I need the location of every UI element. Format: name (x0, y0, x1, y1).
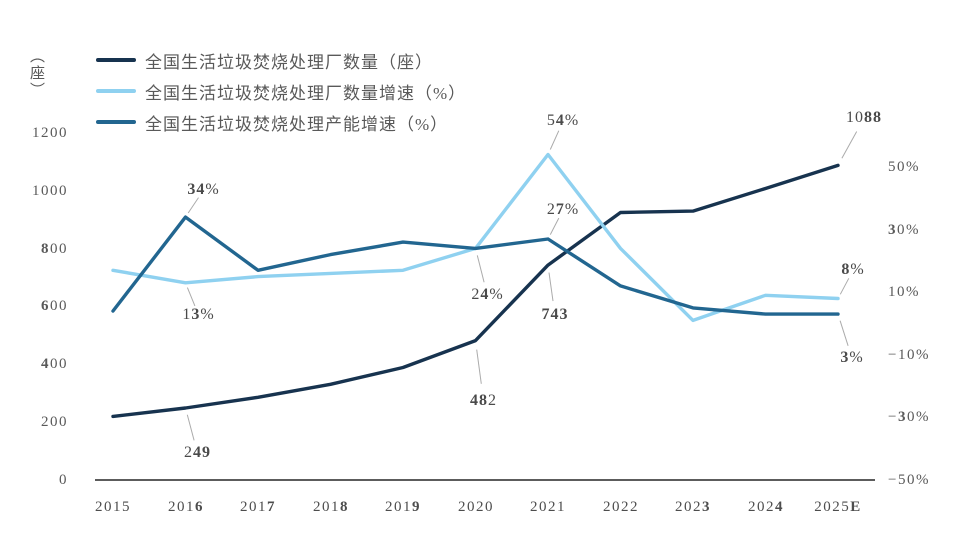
legend-swatch-plant-count (96, 58, 136, 62)
data-label: 1088 (846, 109, 882, 127)
right-axis-tick-neg50: −50% (888, 472, 930, 488)
right-axis-tick-neg10: −10% (888, 347, 930, 363)
data-label: 27% (546, 200, 580, 218)
x-axis-tick-2019: 2019 (385, 499, 421, 515)
x-axis-tick-2015: 2015 (95, 499, 131, 515)
legend-swatch-capacity-growth (96, 120, 136, 124)
data-label: 13% (182, 305, 215, 323)
right-axis-tick-10: 10% (888, 284, 920, 300)
left-axis-tick-400: 400 (41, 356, 68, 372)
left-axis-tick-200: 200 (41, 414, 68, 430)
data-label: 34% (187, 181, 220, 199)
left-axis-unit-label: （座） (28, 48, 44, 99)
annotation-leader (476, 349, 482, 384)
data-label: 743 (541, 306, 569, 324)
annotation-leader (186, 414, 195, 441)
annotation-leader (839, 320, 849, 346)
right-axis-tick-50: 50% (888, 159, 920, 175)
data-label: 24% (471, 286, 504, 304)
x-axis-tick-2023: 2023 (675, 499, 711, 515)
data-label: 3% (840, 349, 864, 367)
x-axis-tick-2017: 2017 (240, 499, 276, 515)
x-axis-tick-2024: 2024 (748, 499, 784, 515)
legend-swatch-count-growth (96, 89, 136, 93)
x-axis-tick-2020: 2020 (458, 499, 494, 515)
legend-item-capacity-growth: 全国生活垃圾焚烧处理产能增速（%） (96, 112, 466, 134)
left-axis-tick-1000: 1000 (32, 183, 68, 199)
x-axis-tick-2021: 2021 (530, 499, 566, 515)
legend-label-count-growth: 全国生活垃圾焚烧处理厂数量增速（%） (145, 83, 467, 103)
annotation-leader (476, 255, 485, 283)
data-label: 482 (470, 391, 497, 409)
x-axis-tick-2016: 2016 (168, 499, 204, 515)
left-axis-tick-0: 0 (59, 472, 68, 488)
data-label: 8% (841, 261, 865, 279)
annotation-leader (187, 197, 199, 214)
legend-item-plant-count: 全国生活垃圾焚烧处理厂数量（座） (96, 50, 466, 72)
legend-item-count-growth: 全国生活垃圾焚烧处理厂数量增速（%） (96, 81, 467, 103)
annotation-leader (841, 131, 858, 159)
x-axis-tick-2025e: 2025E (814, 499, 862, 515)
annotation-leader (186, 287, 196, 307)
annotation-leader (549, 130, 560, 150)
legend-label-plant-count: 全国生活垃圾焚烧处理厂数量（座） (145, 52, 433, 72)
left-axis-tick-1200: 1200 (32, 125, 68, 141)
data-label: 54% (546, 112, 580, 130)
right-axis-tick-30: 30% (888, 222, 920, 238)
left-axis-tick-600: 600 (41, 298, 68, 314)
legend-label-capacity-growth: 全国生活垃圾焚烧处理产能增速（%） (145, 114, 449, 134)
x-axis-tick-2022: 2022 (603, 499, 639, 515)
annotation-leader (548, 272, 554, 302)
series-line-0 (111, 163, 840, 419)
right-axis-tick-neg30: −30% (888, 409, 930, 425)
series-line-2 (111, 215, 840, 316)
x-axis-tick-2018: 2018 (313, 499, 349, 515)
legend: 全国生活垃圾焚烧处理厂数量（座） 全国生活垃圾焚烧处理厂数量增速（%） 全国生活… (96, 50, 466, 143)
left-axis-tick-800: 800 (41, 241, 68, 257)
annotation-leader (839, 278, 850, 295)
data-label: 249 (184, 443, 211, 461)
annotation-leader (549, 217, 560, 235)
